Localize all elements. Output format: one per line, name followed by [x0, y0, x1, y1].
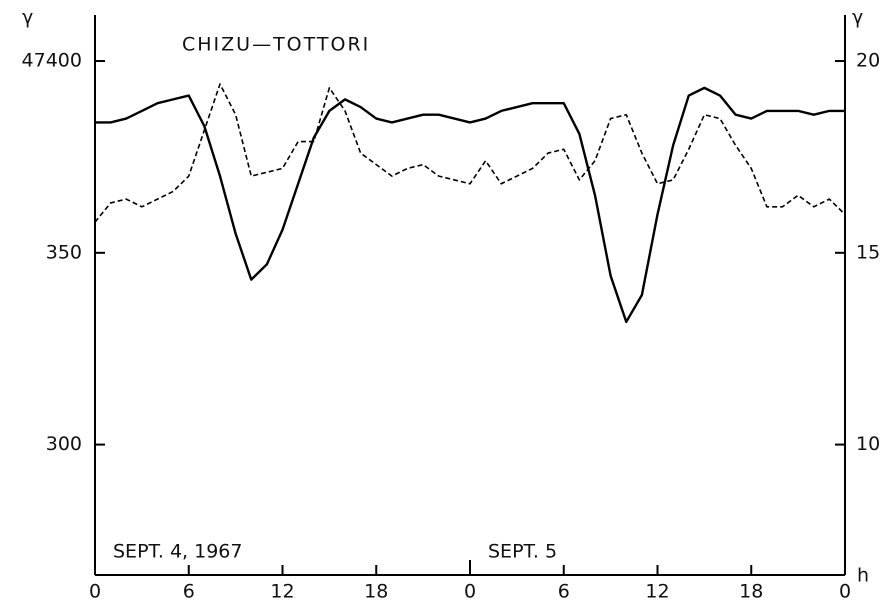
x-tick-label: 18	[364, 581, 388, 603]
y-tick-label: 47400	[22, 50, 82, 72]
y2-tick-label: 10	[856, 433, 880, 455]
annotation: SEPT. 5	[488, 541, 557, 563]
x-tick-label: 12	[270, 581, 294, 603]
series-line	[94, 83, 846, 223]
y-tick-label: 300	[46, 433, 82, 455]
x-tick-label: 18	[739, 581, 763, 603]
y2-tick-label: 15	[856, 241, 880, 263]
x-unit: h	[857, 565, 869, 587]
y2-unit: γ	[852, 7, 863, 29]
annotation: SEPT. 4, 1967	[113, 541, 242, 563]
y2-tick-label: 20	[856, 50, 880, 72]
x-tick-label: 0	[89, 581, 101, 603]
x-tick-label: 0	[464, 581, 476, 603]
x-tick-label: 6	[558, 581, 570, 603]
x-tick-label: 12	[645, 581, 669, 603]
series-line	[95, 86, 845, 324]
chart-title: CHIZU—TOTTORI	[182, 34, 370, 56]
x-tick-label: 0	[839, 581, 851, 603]
y-tick-label: 350	[46, 241, 82, 263]
x-tick-label: 6	[183, 581, 195, 603]
y-unit: γ	[22, 7, 33, 29]
